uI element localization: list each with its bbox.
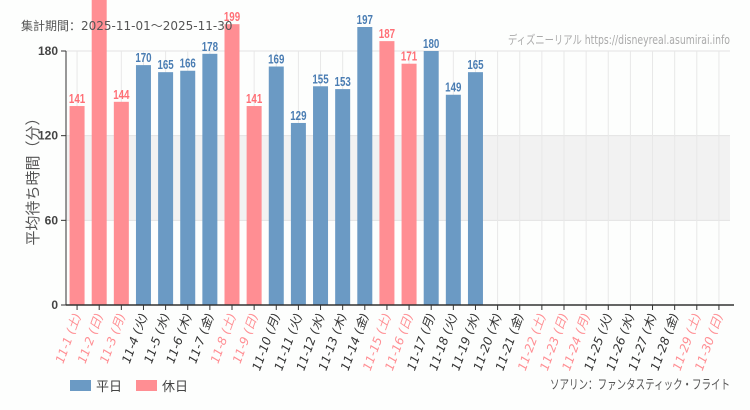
bar — [467, 72, 483, 306]
watermark: ディズニーリアル https://disneyreal.asumirai.inf… — [508, 32, 730, 47]
bar — [202, 53, 218, 306]
value-label: 155 — [312, 73, 329, 87]
value-label: 180 — [423, 38, 439, 52]
bar — [224, 24, 240, 305]
bar — [445, 94, 461, 305]
value-label: 169 — [268, 53, 284, 67]
bar — [313, 86, 329, 306]
bar — [401, 63, 417, 306]
bar — [335, 89, 351, 305]
value-label: 199 — [224, 11, 240, 25]
y-axis-label: 平均待ち時間（分） — [24, 110, 42, 245]
value-label: 144 — [113, 89, 130, 103]
y-tick-label: 120 — [38, 129, 58, 143]
bar — [180, 70, 196, 305]
bar — [268, 66, 284, 306]
value-label: 165 — [157, 59, 174, 73]
value-label: 166 — [180, 58, 196, 72]
y-tick-label: 60 — [45, 213, 59, 227]
legend-label: 平日 — [96, 380, 122, 395]
bar — [69, 106, 85, 306]
bar — [91, 0, 107, 305]
shaded-range-band — [66, 135, 730, 221]
bar — [357, 27, 373, 306]
value-label: 187 — [379, 28, 395, 42]
value-label: 141 — [246, 93, 263, 107]
legend-swatch — [70, 380, 91, 391]
bar — [423, 51, 439, 305]
bar — [379, 41, 395, 305]
value-label: 171 — [401, 51, 418, 65]
value-label: 165 — [467, 59, 484, 73]
bar — [113, 101, 129, 305]
bar — [158, 72, 174, 306]
value-label: 149 — [445, 82, 461, 96]
legend-label: 休日 — [162, 380, 188, 395]
y-tick-label: 0 — [51, 298, 58, 312]
y-tick-label: 180 — [38, 44, 58, 58]
bar — [290, 122, 306, 305]
attraction-name: ソアリン：ファンタスティック・フライト — [550, 378, 730, 393]
value-label: 197 — [357, 14, 373, 28]
value-label: 153 — [335, 76, 351, 90]
value-label: 129 — [290, 110, 306, 124]
legend-swatch — [136, 380, 157, 391]
value-label: 141 — [69, 93, 86, 107]
bar — [135, 65, 151, 305]
period-label: 集計期間：2025-11-01～2025-11-30 — [21, 18, 232, 33]
bar — [246, 106, 262, 306]
value-label: 170 — [135, 52, 151, 66]
value-label: 178 — [202, 41, 219, 55]
